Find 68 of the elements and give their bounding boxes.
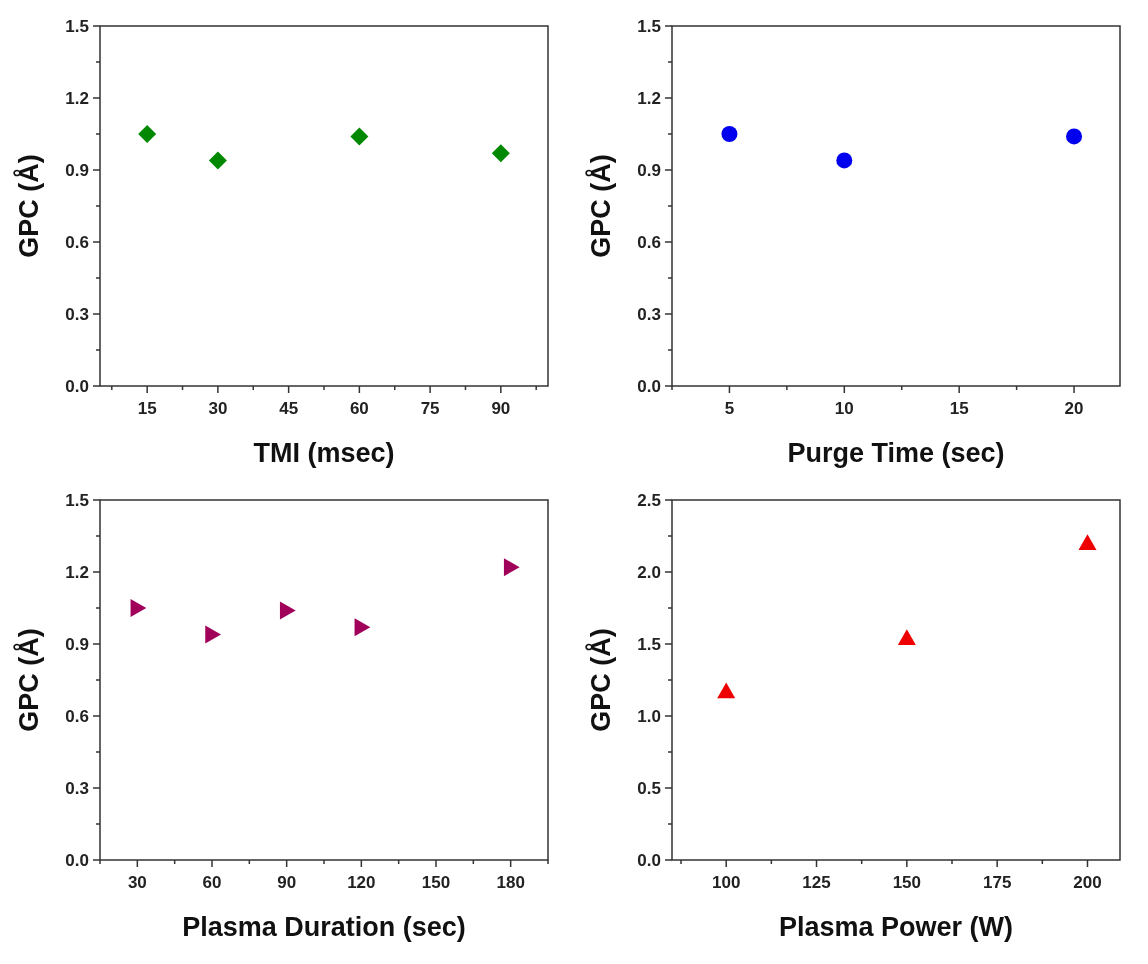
y-tick-label: 0.9: [637, 160, 661, 180]
x-tick-label: 15: [949, 399, 969, 418]
x-tick-label: 150: [421, 873, 451, 892]
x-tick-label: 100: [712, 873, 741, 892]
x-tick-label: 90: [277, 873, 297, 892]
y-tick-label: 1.5: [65, 490, 89, 510]
x-axis-title: Purge Time (sec): [787, 438, 1005, 468]
x-axis-title: Plasma Duration (sec): [182, 912, 466, 942]
point: [897, 629, 916, 645]
x-tick-label: 60: [202, 873, 222, 892]
x-tick-label: 150: [892, 873, 922, 892]
point: [138, 125, 157, 143]
y-tick-label: 0.5: [637, 778, 661, 798]
x-tick-label: 120: [347, 873, 376, 892]
point: [130, 599, 147, 617]
y-tick-label: 1.5: [65, 16, 89, 36]
x-tick-label: 30: [208, 399, 228, 418]
x-tick-label: 15: [137, 399, 157, 418]
y-tick-label: 0.9: [65, 634, 89, 654]
y-tick-label: 0.6: [637, 232, 661, 252]
x-tick-label: 10: [834, 399, 854, 418]
x-tick-label: 175: [982, 873, 1012, 892]
y-tick-label: 0.3: [637, 304, 661, 324]
point: [491, 144, 510, 163]
point: [717, 682, 736, 699]
y-axis-title: GPC (Å): [585, 154, 616, 258]
y-tick-label: 0.0: [65, 376, 89, 396]
point: [1078, 534, 1097, 550]
x-tick-label: 60: [349, 399, 369, 418]
point: [354, 618, 371, 637]
y-axis-title: GPC (Å): [585, 628, 616, 732]
y-tick-label: 2.5: [637, 490, 661, 510]
x-tick-label: 180: [496, 873, 525, 892]
x-tick-label: 45: [279, 399, 299, 418]
point: [503, 558, 520, 577]
x-tick-label: 5: [724, 399, 735, 418]
point: [721, 126, 738, 142]
y-tick-label: 0.0: [637, 850, 661, 870]
y-axis-title: GPC (Å): [13, 628, 44, 732]
y-tick-label: 0.6: [65, 232, 89, 252]
point: [836, 152, 853, 169]
y-tick-label: 1.2: [637, 88, 661, 108]
x-tick-label: 125: [802, 873, 831, 892]
y-tick-label: 2.0: [637, 562, 661, 582]
point: [279, 601, 296, 620]
x-tick-label: 90: [491, 399, 511, 418]
y-tick-label: 0.0: [65, 850, 89, 870]
x-tick-label: 200: [1073, 873, 1102, 892]
x-axis-title: TMI (msec): [253, 438, 395, 468]
x-tick-label: 20: [1064, 399, 1084, 418]
x-axis-title: Plasma Power (W): [778, 912, 1014, 942]
x-tick-label: 75: [420, 399, 440, 418]
point: [205, 625, 221, 644]
y-tick-label: 0.3: [65, 778, 89, 798]
y-tick-label: 1.5: [637, 634, 661, 654]
y-tick-label: 0.3: [65, 304, 89, 324]
y-tick-label: 0.0: [637, 376, 661, 396]
y-tick-label: 0.9: [65, 160, 89, 180]
y-axis-title: GPC (Å): [13, 154, 44, 258]
point: [350, 127, 369, 146]
y-tick-label: 0.6: [65, 706, 89, 726]
point: [1066, 128, 1083, 145]
y-tick-label: 1.5: [637, 16, 661, 36]
y-tick-label: 1.0: [637, 706, 661, 726]
point: [208, 151, 227, 170]
y-tick-label: 1.2: [65, 88, 89, 108]
y-tick-label: 1.2: [65, 562, 89, 582]
x-tick-label: 30: [127, 873, 147, 892]
